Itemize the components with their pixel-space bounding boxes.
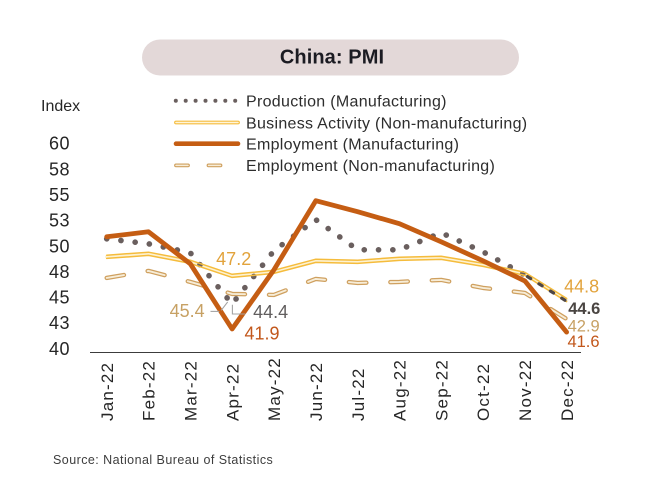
svg-text:Aug-22: Aug-22 [391,359,410,421]
svg-text:Feb-22: Feb-22 [140,360,159,421]
svg-text:40: 40 [49,339,70,359]
svg-text:43: 43 [49,313,70,333]
svg-text:44.8: 44.8 [564,277,599,297]
svg-text:55: 55 [49,185,70,205]
svg-text:Sep-22: Sep-22 [432,359,451,421]
svg-text:48: 48 [49,262,70,282]
svg-text:Nov-22: Nov-22 [516,359,535,421]
svg-text:41.6: 41.6 [567,333,599,351]
svg-text:Production (Manufacturing): Production (Manufacturing) [246,94,447,111]
svg-text:44.6: 44.6 [568,300,600,318]
svg-text:Apr-22: Apr-22 [223,363,242,421]
svg-text:50: 50 [49,236,70,256]
svg-text:41.9: 41.9 [244,323,279,343]
svg-text:60: 60 [49,134,70,154]
svg-text:China: PMI: China: PMI [280,47,384,69]
svg-text:45.4: 45.4 [170,301,205,321]
svg-text:44.4: 44.4 [253,302,288,322]
svg-text:58: 58 [49,159,70,179]
svg-text:Jul-22: Jul-22 [349,367,368,421]
svg-text:Jan-22: Jan-22 [98,362,117,421]
svg-text:Mar-22: Mar-22 [182,360,201,421]
svg-text:Source: National Bureau of Sta: Source: National Bureau of Statistics [53,453,273,467]
svg-text:Oct-22: Oct-22 [474,363,493,421]
svg-text:May-22: May-22 [265,357,284,421]
svg-text:Dec-22: Dec-22 [558,359,577,421]
svg-text:47.2: 47.2 [216,249,251,269]
svg-text:42.9: 42.9 [568,317,600,335]
svg-text:Jun-22: Jun-22 [307,362,326,421]
svg-text:45: 45 [49,288,70,308]
svg-text:Business Activity (Non-manufac: Business Activity (Non-manufacturing) [246,115,527,132]
svg-text:53: 53 [49,211,70,231]
svg-text:Index: Index [41,98,80,115]
svg-text:Employment (Manufacturing): Employment (Manufacturing) [246,137,459,154]
svg-text:Employment (Non-manufacturing): Employment (Non-manufacturing) [246,158,495,175]
